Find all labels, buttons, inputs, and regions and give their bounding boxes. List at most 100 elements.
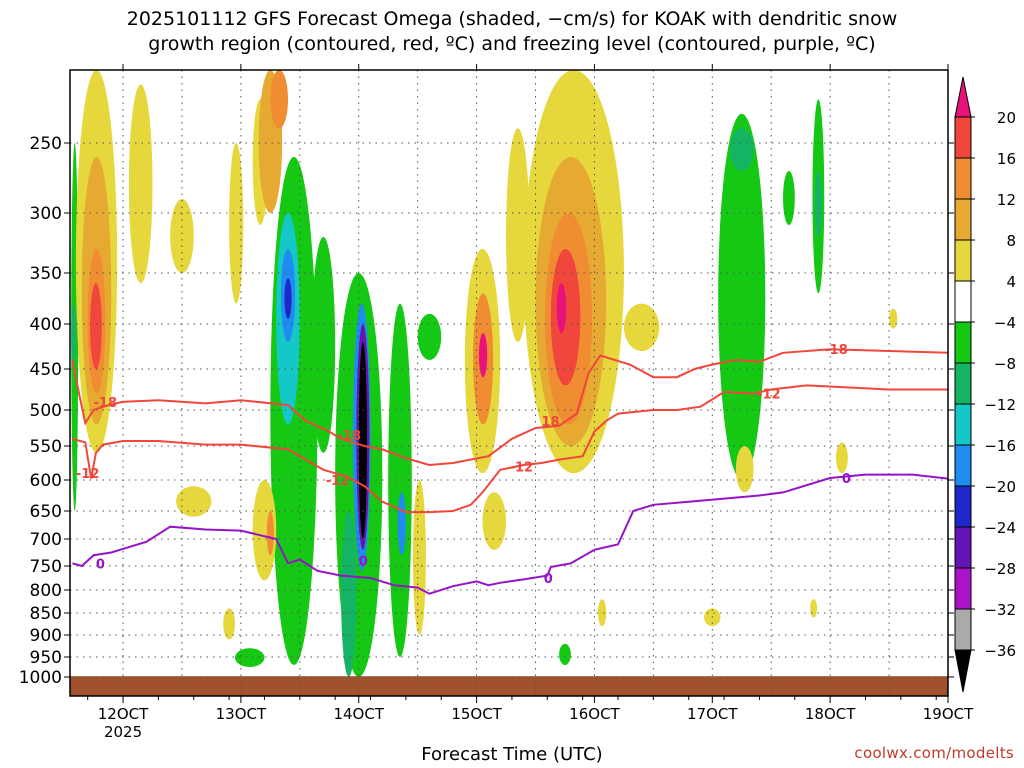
colorbar-label: 20 xyxy=(997,109,1016,127)
svg-text:-18: -18 xyxy=(338,429,362,444)
colorbar-bin xyxy=(954,362,972,405)
svg-text:-12: -12 xyxy=(76,467,100,482)
omega-shaded-region xyxy=(597,599,607,627)
colorbar-bin xyxy=(954,321,972,364)
y-tick-label: 350 xyxy=(30,264,62,284)
colorbar-bin xyxy=(954,608,972,651)
contour-line xyxy=(72,473,948,595)
colorbar-label: 8 xyxy=(1006,232,1016,250)
omega-shaded-region xyxy=(176,486,212,517)
y-tick-label: 1000 xyxy=(19,668,62,688)
omega-shaded-region xyxy=(889,308,898,329)
omega-shaded-region xyxy=(170,199,194,273)
colorbar-bin xyxy=(954,403,972,446)
plot-frame xyxy=(69,69,949,697)
colorbar-bin xyxy=(954,198,972,241)
omega-shaded-region xyxy=(810,599,818,618)
chart-title-line2: growth region (contoured, red, ºC) and f… xyxy=(148,33,876,55)
omega-shaded-region xyxy=(128,84,153,284)
colorbar-label: −8 xyxy=(994,355,1016,373)
x-tick-label: 16OCT xyxy=(569,705,620,723)
x-tick-label: 14OCT xyxy=(333,705,384,723)
omega-shaded-region xyxy=(223,608,235,640)
x-tick-label: 19OCT xyxy=(923,705,974,723)
omega-shaded-region xyxy=(836,442,848,474)
contour-line xyxy=(72,384,948,514)
svg-text:-18: -18 xyxy=(94,396,118,411)
omega-shaded-region xyxy=(482,492,507,550)
omega-shaded-region xyxy=(284,278,292,319)
y-tick-label: 700 xyxy=(30,530,62,550)
omega-shaded-region xyxy=(623,303,660,351)
colorbar-bin xyxy=(954,444,972,487)
colorbar-label: −32 xyxy=(984,601,1016,619)
x-axis-label: Forecast Time (UTC) xyxy=(421,744,603,765)
colorbar-label: −20 xyxy=(984,478,1016,496)
omega-shaded-region xyxy=(234,648,265,667)
y-tick-label: 400 xyxy=(30,315,62,335)
omega-shaded-region xyxy=(735,446,754,493)
x-tick-label: 18OCT xyxy=(805,705,856,723)
y-tick-label: 950 xyxy=(30,648,62,668)
omega-shaded-region xyxy=(729,128,754,171)
colorbar-label: −28 xyxy=(984,560,1016,578)
omega-shaded-region xyxy=(252,480,277,581)
contour-label: -12 xyxy=(757,388,781,403)
contour-label: -18 xyxy=(94,396,118,411)
y-tick-label: 850 xyxy=(30,604,62,624)
svg-text:0: 0 xyxy=(359,555,368,570)
y-tick-label: 300 xyxy=(30,204,62,224)
omega-shaded-region xyxy=(341,511,357,677)
omega-shaded-region xyxy=(783,171,795,225)
omega-shaded-region xyxy=(229,143,244,304)
chart-title-line1: 2025101112 GFS Forecast Omega (shaded, −… xyxy=(126,8,898,30)
omega-shaded-region xyxy=(71,303,76,369)
colorbar-label: 12 xyxy=(997,191,1016,209)
y-tick-label: 550 xyxy=(30,437,62,457)
colorbar-bin xyxy=(954,116,972,159)
contour-label: -12 xyxy=(326,474,350,489)
contour-line xyxy=(71,348,948,467)
colorbar-label: −4 xyxy=(994,314,1016,332)
omega-shaded-region xyxy=(718,113,766,480)
colorbar-bin xyxy=(954,485,972,528)
x-tick-label: 17OCT xyxy=(687,705,738,723)
contour-label: -12 xyxy=(76,467,100,482)
y-tick-label: 500 xyxy=(30,401,62,421)
omega-shaded-region xyxy=(311,237,336,453)
colorbar-bin xyxy=(954,239,972,282)
colorbar-bin xyxy=(954,567,972,610)
omega-shaded-region xyxy=(397,492,406,556)
colorbar-bin xyxy=(954,280,972,323)
colorbar-label: −12 xyxy=(984,396,1016,414)
y-tick-label: 600 xyxy=(30,471,62,491)
contour-label: 0 xyxy=(96,557,105,572)
colorbar-label: 4 xyxy=(1006,273,1016,291)
x-tick-label: 13OCT xyxy=(216,705,267,723)
svg-text:0: 0 xyxy=(544,572,553,587)
contour-label: 0 xyxy=(544,572,553,587)
y-tick-label: 250 xyxy=(30,134,62,154)
omega-shaded-region xyxy=(556,283,567,333)
omega-shaded-region xyxy=(814,171,822,237)
svg-text:0: 0 xyxy=(96,557,105,572)
y-tick-label: 750 xyxy=(30,557,62,577)
y-tick-label: 650 xyxy=(30,502,62,522)
colorbar-bin xyxy=(954,157,972,200)
svg-text:-12: -12 xyxy=(510,460,533,475)
y-tick-label: 800 xyxy=(30,581,62,601)
credit-link[interactable]: coolwx.com/modelts xyxy=(854,744,1014,762)
x-tick-label: 12OCT xyxy=(98,705,149,723)
y-tick-label: 900 xyxy=(30,626,62,646)
colorbar-label: −36 xyxy=(984,642,1016,660)
y-tick-label: 450 xyxy=(30,360,62,380)
contour-label: 18 xyxy=(541,415,559,430)
contour-label: -18 xyxy=(824,343,848,358)
x-tick-sublabel: 2025 xyxy=(104,723,142,741)
colorbar-label: −24 xyxy=(984,519,1016,537)
contour-label: 0 xyxy=(842,472,851,487)
colorbar-label: 16 xyxy=(997,150,1016,168)
omega-shaded-region xyxy=(266,510,274,556)
contour-label: 0 xyxy=(359,555,368,570)
omega-shaded-region xyxy=(358,342,367,539)
